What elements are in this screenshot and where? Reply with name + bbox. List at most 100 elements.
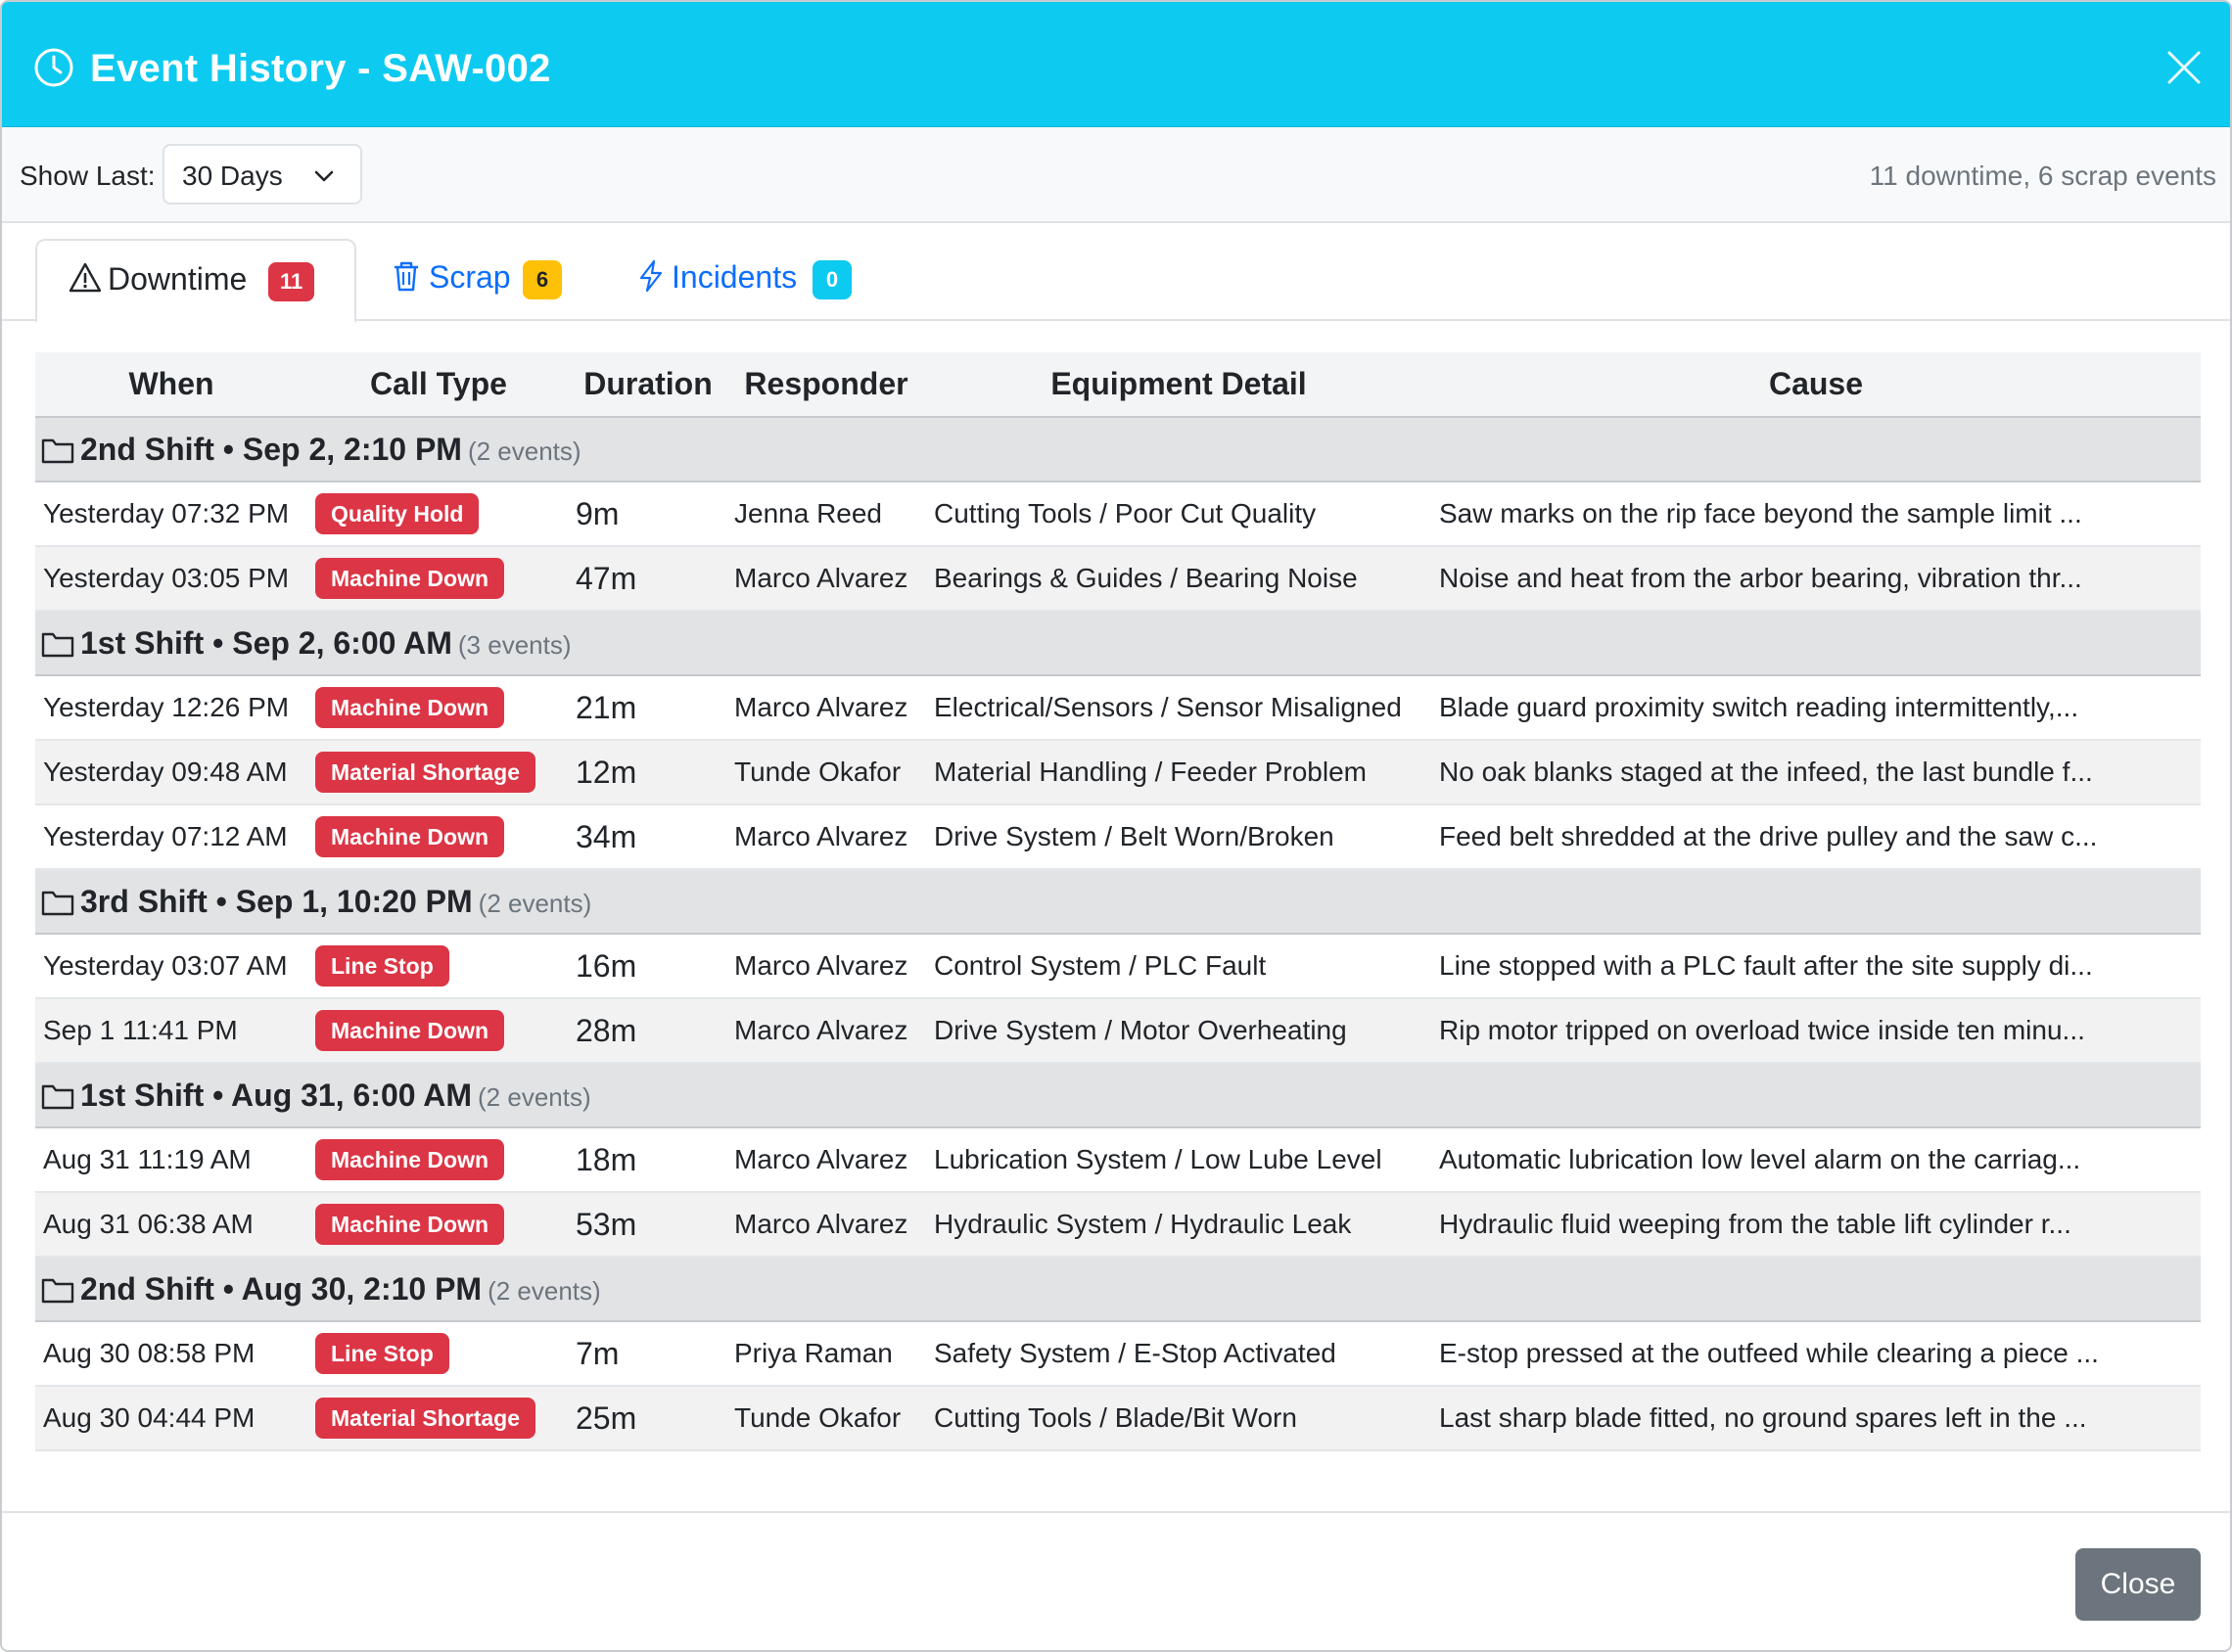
downtime-table: When Call Type Duration Responder Equipm… [35,352,2201,1451]
cell-duration: 9m [570,482,726,547]
call-type-badge: Line Stop [315,1333,449,1374]
cell-call-type: Machine Down [307,804,570,870]
cell-when: Yesterday 07:32 PM [35,482,307,547]
cell-responder: Marco Alvarez [726,998,926,1064]
cell-responder: Marco Alvarez [726,546,926,612]
cell-responder: Marco Alvarez [726,804,926,870]
tab-downtime-count: 11 [268,262,315,301]
cell-cause: Last sharp blade fitted, no ground spare… [1431,1386,2201,1451]
shift-group-title: 2nd Shift • Aug 30, 2:10 PM [80,1270,483,1307]
clock-icon [34,48,73,87]
shift-group-count: (2 events) [478,888,592,918]
folder-icon [41,1084,74,1109]
modal-header: Event History - SAW-002 [2,2,2230,127]
modal-footer: Close [2,1511,2230,1650]
cell-cause: Rip motor tripped on overload twice insi… [1431,998,2201,1064]
show-last-label: Show Last: [20,161,156,191]
chevron-down-icon [314,170,334,182]
table-body: 2nd Shift • Sep 2, 2:10 PM (2 events) Yest… [35,417,2201,1451]
tab-scrap[interactable]: Scrap 6 [374,239,589,323]
cell-responder: Priya Raman [726,1321,926,1387]
shift-group-count: (2 events) [478,1081,591,1112]
cell-call-type: Machine Down [307,546,570,612]
cell-call-type: Material Shortage [307,1386,570,1451]
cell-cause: Noise and heat from the arbor bearing, v… [1431,546,2201,612]
cell-equipment: Lubrication System / Low Lube Level [926,1127,1431,1193]
column-header-when[interactable]: When [35,352,307,418]
downtime-table-container: When Call Type Duration Responder Equipm… [35,352,2201,1451]
call-type-badge: Machine Down [315,1010,505,1051]
cell-when: Aug 30 08:58 PM [35,1321,307,1387]
close-icon[interactable] [2165,49,2203,86]
column-header-duration[interactable]: Duration [570,352,726,418]
cell-cause: Hydraulic fluid weeping from the table l… [1431,1192,2201,1258]
cell-duration: 47m [570,546,726,612]
shift-group-row[interactable]: 2nd Shift • Aug 30, 2:10 PM (2 events) [35,1257,2201,1322]
cell-duration: 34m [570,804,726,870]
warning-triangle-icon [69,262,102,293]
cell-cause: Blade guard proximity switch reading int… [1431,675,2201,741]
folder-icon [41,632,74,657]
cell-duration: 28m [570,998,726,1064]
shift-group-count: (3 events) [457,629,572,660]
cell-duration: 18m [570,1127,726,1193]
cell-call-type: Quality Hold [307,482,570,547]
table-row[interactable]: Yesterday 07:32 PM Quality Hold 9m Jenna Re… [35,482,2201,547]
cell-call-type: Machine Down [307,675,570,741]
cell-cause: E-stop pressed at the outfeed while clea… [1431,1321,2201,1387]
tab-incidents-label: Incidents [672,259,798,295]
column-header-equipment[interactable]: Equipment Detail [926,352,1431,418]
column-header-cause[interactable]: Cause [1431,352,2201,418]
shift-group-title: 2nd Shift • Sep 2, 2:10 PM [80,431,462,467]
cell-cause: Feed belt shredded at the drive pulley a… [1431,804,2201,870]
cell-responder: Jenna Reed [726,482,926,547]
call-type-badge: Machine Down [315,558,505,599]
cell-equipment: Drive System / Belt Worn/Broken [926,804,1431,870]
table-row[interactable]: Sep 1 11:41 PM Machine Down 28m Marco Alvar… [35,998,2201,1064]
table-row[interactable]: Yesterday 07:12 AM Machine Down 34m Marco A… [35,804,2201,870]
call-type-badge: Quality Hold [315,493,480,534]
cell-equipment: Hydraulic System / Hydraulic Leak [926,1192,1431,1258]
call-type-badge: Machine Down [315,1139,505,1180]
column-header-call-type[interactable]: Call Type [307,352,570,418]
cell-call-type: Line Stop [307,934,570,999]
column-header-responder[interactable]: Responder [726,352,926,418]
table-row[interactable]: Aug 31 11:19 AM Machine Down 18m Marco Alva… [35,1127,2201,1193]
call-type-badge: Material Shortage [315,1398,535,1439]
shift-group-title: 1st Shift • Sep 2, 6:00 AM [80,624,452,661]
shift-group-title: 3rd Shift • Sep 1, 10:20 PM [80,883,473,919]
cell-responder: Marco Alvarez [726,934,926,999]
table-row[interactable]: Yesterday 03:07 AM Line Stop 16m Marco Alva… [35,934,2201,999]
range-select[interactable]: 30 Days [163,144,362,205]
shift-group-row[interactable]: 2nd Shift • Sep 2, 2:10 PM (2 events) [35,417,2201,482]
cell-when: Yesterday 09:48 AM [35,740,307,805]
table-row[interactable]: Yesterday 12:26 PM Machine Down 21m Marco A… [35,675,2201,741]
cell-equipment: Cutting Tools / Poor Cut Quality [926,482,1431,547]
cell-call-type: Line Stop [307,1321,570,1387]
table-row[interactable]: Aug 31 06:38 AM Machine Down 53m Marco Alva… [35,1192,2201,1258]
cell-duration: 12m [570,740,726,805]
table-row[interactable]: Aug 30 08:58 PM Line Stop 7m Priya Raman Saf… [35,1321,2201,1387]
call-type-badge: Machine Down [315,816,505,857]
cell-responder: Tunde Okafor [726,1386,926,1451]
cell-when: Yesterday 07:12 AM [35,804,307,870]
shift-group-row[interactable]: 3rd Shift • Sep 1, 10:20 PM (2 events) [35,869,2201,935]
tab-incidents-count: 0 [813,260,852,299]
cell-equipment: Cutting Tools / Blade/Bit Worn [926,1386,1431,1451]
table-row[interactable]: Yesterday 03:05 PM Machine Down 47m Marco A… [35,546,2201,612]
tab-incidents[interactable]: Incidents 0 [615,239,889,323]
shift-group-count: (2 events) [488,1275,601,1306]
cell-responder: Tunde Okafor [726,740,926,805]
close-button[interactable]: Close [2075,1548,2201,1621]
table-row[interactable]: Yesterday 09:48 AM Material Shortage 12m Tu… [35,740,2201,805]
table-header-row: When Call Type Duration Responder Equipm… [35,352,2201,418]
modal-title: Event History - SAW-002 [90,47,551,90]
table-row[interactable]: Aug 30 04:44 PM Material Shortage 25m Tunde… [35,1386,2201,1451]
shift-group-row[interactable]: 1st Shift • Aug 31, 6:00 AM (2 events) [35,1063,2201,1128]
tab-downtime[interactable]: Downtime 11 [35,239,356,323]
event-summary: 11 downtime, 6 scrap events [1869,161,2216,191]
shift-group-row[interactable]: 1st Shift • Sep 2, 6:00 AM (3 events) [35,611,2201,676]
cell-when: Sep 1 11:41 PM [35,998,307,1064]
folder-icon [41,438,74,463]
